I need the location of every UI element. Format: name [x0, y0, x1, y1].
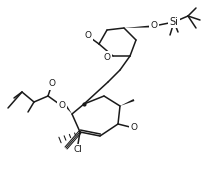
Polygon shape — [124, 25, 158, 28]
Text: O: O — [84, 32, 92, 41]
Polygon shape — [120, 99, 134, 106]
Text: O: O — [58, 101, 66, 111]
Text: O: O — [130, 124, 137, 132]
Text: Cl: Cl — [74, 145, 82, 155]
Text: O: O — [104, 53, 110, 62]
Text: O: O — [48, 80, 56, 88]
Polygon shape — [65, 105, 72, 114]
Text: O: O — [151, 22, 157, 30]
Text: Si: Si — [170, 17, 178, 27]
